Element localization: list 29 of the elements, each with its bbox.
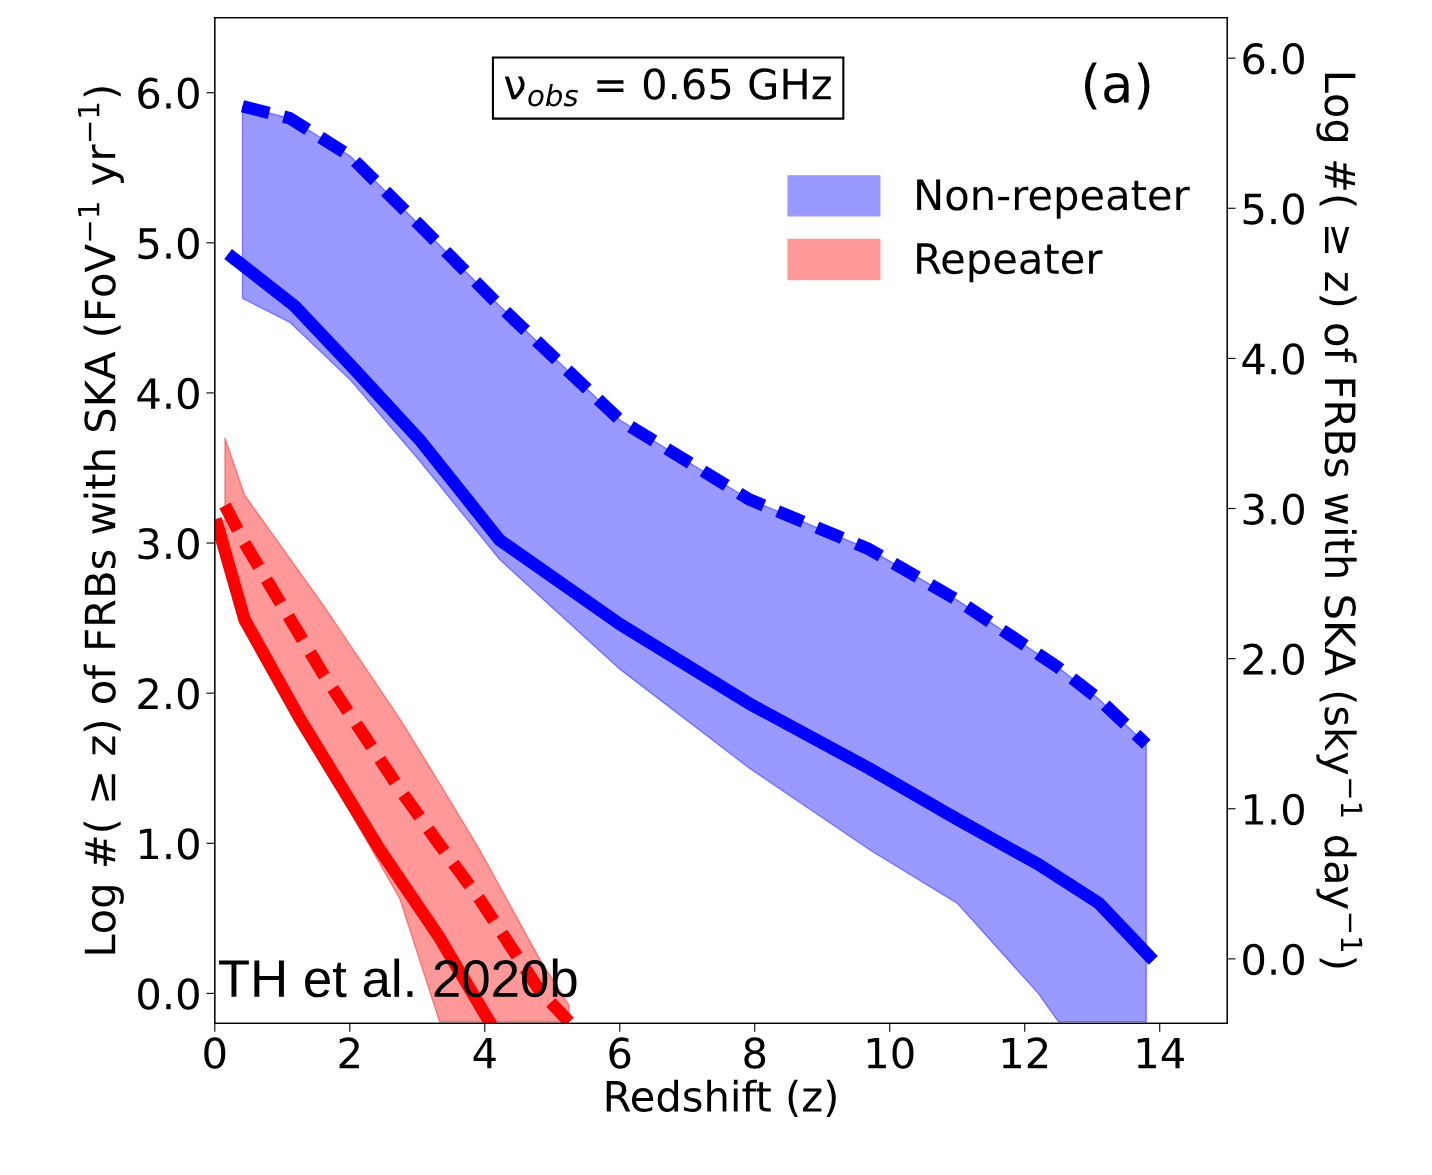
y2-tick-label: 6.0 xyxy=(1243,43,1304,75)
y-tick-label: 0.0 xyxy=(138,978,199,1010)
y-tick-label: 4.0 xyxy=(137,377,199,410)
x-axis-title: Redshift (z) xyxy=(606,1079,836,1117)
x-tick-label: 2 xyxy=(339,1037,359,1069)
y-tick-label: 1.0 xyxy=(139,828,199,860)
x-tick-label: 6 xyxy=(609,1037,631,1069)
y2-tick-label: 5.0 xyxy=(1243,193,1304,225)
y-axis-title: Log #( ≥ z) of FRBs with SKA (FoV$^{−1}$ yr$^{−1}$) xyxy=(77,87,124,954)
y2-tick-label: 4.0 xyxy=(1242,343,1304,375)
y-tick-label: 6.0 xyxy=(138,77,199,110)
legend-label: Repeater xyxy=(917,243,1103,283)
annotation: (a) xyxy=(1084,62,1150,110)
y-tick-label: 2.0 xyxy=(138,678,199,710)
x-tick-label: 10 xyxy=(867,1037,914,1069)
x-tick-label: 12 xyxy=(1002,1037,1048,1069)
legend-label: Non-repeater xyxy=(917,179,1190,219)
y2-tick-label: 0.0 xyxy=(1243,943,1304,976)
y2-tick-label: 1.0 xyxy=(1245,793,1304,826)
x-tick-label: 4 xyxy=(473,1037,496,1069)
y2-tick-label: 2.0 xyxy=(1243,643,1304,676)
y-tick-label: 3.0 xyxy=(138,527,199,560)
x-tick-label: 0 xyxy=(204,1037,226,1069)
annotation: ν$_{obs}$ = 0.65 GHz xyxy=(504,68,831,107)
y2-axis-title: Log #( ≥ z) of FRBs with SKA (sky$^{−1}$ day$^{−1}$) xyxy=(1316,73,1363,968)
y2-tick-label: 3.0 xyxy=(1243,493,1304,525)
y-tick-label: 5.0 xyxy=(138,227,199,260)
x-tick-label: 8 xyxy=(744,1037,766,1069)
x-tick-label: 14 xyxy=(1137,1037,1184,1069)
